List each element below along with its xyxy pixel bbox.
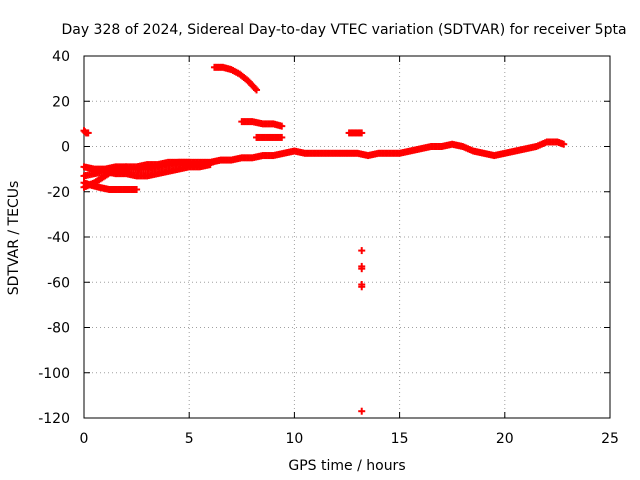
data-point-high-arc xyxy=(253,86,261,94)
y-tick-label: 20 xyxy=(52,94,70,110)
x-tick-label: 5 xyxy=(185,431,194,447)
data-point-outliers xyxy=(358,265,366,273)
x-tick-label: 20 xyxy=(496,431,514,447)
y-axis-label: SDTVAR / TECUs xyxy=(6,181,22,296)
y-tick-label: -60 xyxy=(47,275,70,291)
y-tick-label: -120 xyxy=(38,411,70,427)
grid xyxy=(84,56,610,418)
plot-frame xyxy=(83,55,611,419)
chart-title: Day 328 of 2024, Sidereal Day-to-day VTE… xyxy=(61,22,626,38)
y-tick-label: 40 xyxy=(52,49,70,65)
data-point-cluster-13h xyxy=(358,129,366,137)
data-point-falling-band xyxy=(206,161,214,169)
y-tick-label: 0 xyxy=(61,140,70,156)
x-tick-labels: 0 5 10 15 20 25 xyxy=(80,431,619,447)
axis-ticks xyxy=(83,55,611,419)
data-point-main-trend xyxy=(560,140,568,148)
data-point-outliers xyxy=(358,283,366,291)
x-tick-label: 0 xyxy=(80,431,89,447)
x-tick-label: 25 xyxy=(601,431,619,447)
y-tick-label: -100 xyxy=(38,366,70,382)
x-tick-label: 10 xyxy=(285,431,303,447)
data-points xyxy=(80,63,568,415)
y-tick-label: -80 xyxy=(47,321,70,337)
data-point-mid-band xyxy=(278,122,286,130)
y-tick-label: -40 xyxy=(47,230,70,246)
y-tick-labels: -120 -100 -80 -60 -40 -20 0 20 40 xyxy=(38,49,70,427)
data-point-high-arc xyxy=(251,85,259,93)
x-axis-label: GPS time / hours xyxy=(288,458,405,474)
y-tick-label: -20 xyxy=(47,185,70,201)
data-point-small-band xyxy=(278,133,286,141)
data-point-lower-branch xyxy=(133,185,141,193)
data-point-outliers xyxy=(358,407,366,415)
data-point-early-cluster xyxy=(84,129,92,137)
data-point-outliers xyxy=(358,247,366,255)
x-tick-label: 15 xyxy=(391,431,409,447)
